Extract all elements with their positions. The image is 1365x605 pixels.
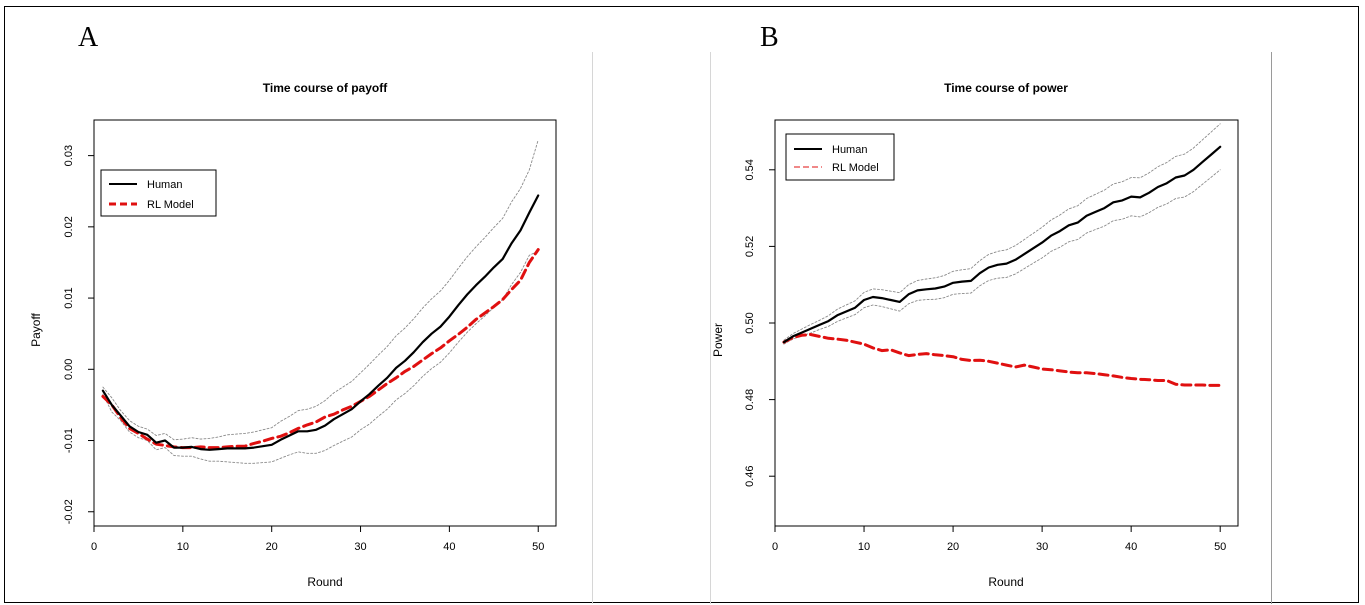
x-tick-label: 50 bbox=[1214, 541, 1226, 553]
x-tick-label: 30 bbox=[1036, 541, 1048, 553]
series-line-human bbox=[782, 145, 1222, 344]
y-tick-label: 0.54 bbox=[744, 159, 756, 180]
legend-label-human: Human bbox=[832, 144, 867, 156]
x-axis-label: Round bbox=[988, 575, 1023, 589]
y-tick-label: 0.01 bbox=[63, 287, 75, 308]
x-tick-label: 40 bbox=[443, 541, 455, 553]
y-tick-label: -0.01 bbox=[63, 428, 75, 453]
series-line-rl-model bbox=[782, 333, 1222, 387]
x-tick-label: 0 bbox=[772, 541, 778, 553]
payoff-chart: Time course of payoff Round Payoff 0 10 20 30 4… bbox=[29, 81, 557, 589]
y-tick-label: 0.02 bbox=[63, 216, 75, 237]
confidence-band-line bbox=[783, 123, 1221, 341]
panel-letter-b: B bbox=[760, 22, 779, 53]
y-tick-label: 0.00 bbox=[63, 359, 75, 380]
y-axis-label: Payoff bbox=[29, 312, 43, 346]
chart-title: Time course of power bbox=[944, 81, 1068, 95]
x-tick-label: 30 bbox=[354, 541, 366, 553]
x-axis-label: Round bbox=[307, 575, 342, 589]
panel-divider-left bbox=[592, 52, 593, 604]
series-line-human bbox=[101, 194, 540, 451]
x-tick-label: 0 bbox=[91, 541, 97, 553]
confidence-band-line bbox=[102, 250, 539, 464]
panel-letter-a: A bbox=[78, 22, 99, 53]
y-tick-label: 0.46 bbox=[744, 465, 756, 486]
legend-label-human: Human bbox=[147, 179, 182, 191]
y-tick-label: 0.52 bbox=[744, 236, 756, 257]
figure-frame bbox=[4, 6, 1359, 603]
x-tick-label: 10 bbox=[177, 541, 189, 553]
legend-label-rl-model: RL Model bbox=[832, 162, 879, 174]
chart-title: Time course of payoff bbox=[263, 81, 388, 95]
y-axis-label: Power bbox=[711, 323, 725, 357]
x-tick-label: 20 bbox=[266, 541, 278, 553]
x-tick-label: 40 bbox=[1125, 541, 1137, 553]
confidence-band-line bbox=[102, 139, 539, 441]
y-tick-label: -0.02 bbox=[63, 499, 75, 524]
x-tick-label: 20 bbox=[947, 541, 959, 553]
x-tick-label: 10 bbox=[858, 541, 870, 553]
y-tick-label: 0.03 bbox=[63, 145, 75, 166]
legend-box bbox=[100, 169, 217, 217]
legend-box bbox=[785, 133, 895, 181]
panel-divider-outer bbox=[1271, 52, 1272, 604]
y-tick-label: 0.50 bbox=[744, 312, 756, 333]
confidence-band-line bbox=[783, 169, 1221, 345]
legend-label-rl-model: RL Model bbox=[147, 199, 194, 211]
x-tick-label: 50 bbox=[532, 541, 544, 553]
panel-divider-right bbox=[710, 52, 711, 604]
plot-frame bbox=[93, 119, 557, 527]
y-tick-label: 0.48 bbox=[744, 389, 756, 410]
